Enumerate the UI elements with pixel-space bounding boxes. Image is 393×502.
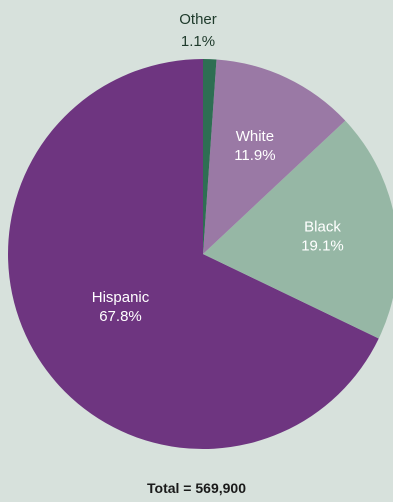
slice-value-hispanic: 67.8%	[99, 308, 142, 325]
slice-value-white: 11.9%	[234, 147, 275, 164]
pie-slice-white	[203, 59, 346, 254]
pie-slice-other	[203, 59, 217, 254]
total-footnote: Total = 569,900	[147, 480, 246, 496]
slice-label-black: Black	[304, 219, 341, 236]
slice-label-white: White	[236, 128, 274, 145]
slice-label-hispanic: Hispanic	[92, 289, 150, 306]
slice-value-other: 1.1%	[181, 33, 215, 50]
pie-slice-black	[203, 120, 393, 339]
pie-slice-hispanic	[8, 59, 379, 449]
slice-label-other: Other	[179, 11, 217, 28]
slice-value-black: 19.1%	[301, 238, 344, 255]
